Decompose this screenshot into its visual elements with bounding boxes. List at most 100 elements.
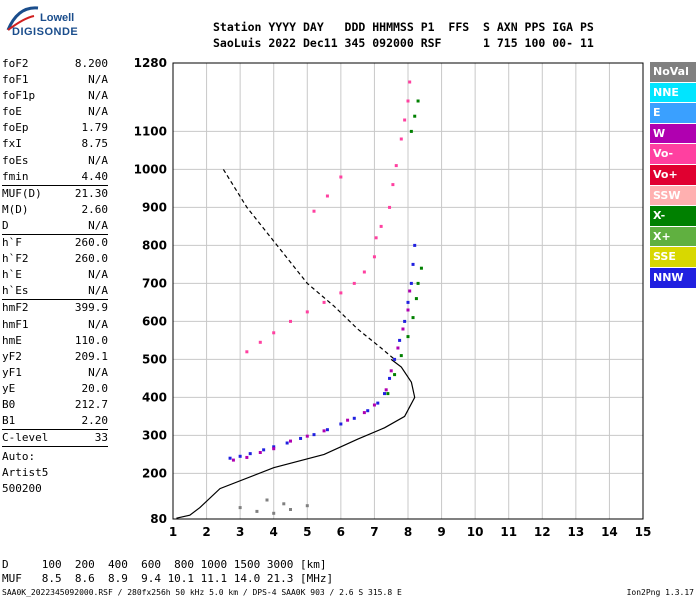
echo-point [231,458,235,462]
param-label: fxI [2,137,22,151]
polarization-legend: NoVal NNE E W Vo- Vo+ SSW X- X+ SSE NNW [650,62,696,289]
param-value: N/A [88,89,108,103]
echo-point [238,454,242,458]
echo-point [399,137,403,141]
echo-point [339,291,343,295]
echo-point [398,338,402,342]
param-row: foEs N/A [2,153,108,169]
echo-point [406,308,410,312]
echo-point [362,270,366,274]
echo-point [386,392,390,396]
header-line1: Station YYYY DAY DDD HHMMSS P1 FFS S AXN… [213,20,594,34]
echo-point [366,409,370,413]
param-row: hmF1 N/A [2,317,108,333]
echo-point [394,164,398,168]
echo-point [272,511,276,515]
param-value: N/A [88,284,108,298]
param-value: 260.0 [74,236,108,250]
legend-entry: NNW [650,267,696,288]
auto-note: Auto: [2,446,108,465]
param-label: h`F2 [2,252,29,266]
x-tick-label: 3 [236,525,244,539]
auto-note: Artist5 [2,466,49,480]
x-tick-label: 6 [337,525,345,539]
echo-point [416,99,420,103]
param-value: 209.1 [74,349,108,363]
echo-point [372,403,376,407]
echo-point [409,129,413,133]
param-label: h`Es [2,284,29,298]
param-row: D N/A [2,218,108,234]
y-tick-label: 500 [142,352,167,366]
echo-point [388,205,392,209]
param-label: h`E [2,268,22,282]
x-tick-label: 2 [202,525,210,539]
echo-point [272,331,276,335]
param-value: 2.20 [81,414,109,428]
echo-point [305,504,309,508]
echo-point [411,262,415,266]
digisonde-globe-icon [6,6,39,31]
echo-point [346,418,350,422]
param-label: h`F [2,236,22,250]
param-row: fxI 8.75 [2,136,108,152]
echo-point [245,350,249,354]
param-value: 1.79 [81,121,109,135]
echo-point [389,369,393,373]
echo-point [245,455,249,459]
param-value: N/A [88,153,108,167]
echo-point [305,434,309,438]
y-tick-label: 200 [142,466,167,480]
echo-point [379,224,383,228]
echo-point [285,441,289,445]
echo-point [258,340,262,344]
legend-entry: SSE [650,247,696,267]
x-tick-label: 11 [500,525,517,539]
param-label: yF1 [2,365,22,379]
echo-point [401,327,405,331]
echo-point [372,255,376,259]
param-label: B0 [2,397,16,411]
echo-point [322,429,326,433]
echo-point [411,316,415,320]
y-tick-label: 400 [142,390,167,404]
logo-line1: Lowell [40,12,75,24]
echo-point [413,114,417,118]
echo-point [282,502,286,506]
param-row: yF1 N/A [2,365,108,381]
x-tick-label: 1 [169,525,177,539]
echo-point [408,289,412,293]
echo-point [396,346,400,350]
echo-point [322,300,326,304]
footer-info: SAA0K_2022345092000.RSF / 280fx256h 50 k… [2,588,402,597]
param-label: fmin [2,169,29,183]
plot-frame [172,62,644,520]
echo-point [339,422,343,426]
echo-point [325,428,329,432]
param-label: B1 [2,414,16,428]
echo-point [272,447,276,451]
param-row: h`Es N/A [2,283,108,299]
echo-point [403,118,407,122]
echo-point [383,392,386,396]
echo-point [388,376,392,380]
y-tick-label: 900 [142,200,167,214]
x-tick-label: 12 [534,525,551,539]
param-row: yE 20.0 [2,381,108,397]
param-row: foF2 8.200 [2,56,108,72]
echo-point [391,183,395,187]
header-line2: SaoLuis 2022 Dec11 345 092000 RSF 1 715 … [213,36,594,50]
echo-point [289,508,292,511]
param-label: hmF1 [2,317,29,331]
echo-point [384,388,388,392]
echo-point [339,175,343,179]
legend-entry: W [650,123,696,144]
param-row: foEp 1.79 [2,120,108,136]
param-label: foEp [2,121,29,135]
legend-entry: E [650,103,696,123]
param-label: MUF(D) [2,186,42,200]
y-tick-label: 800 [142,238,167,252]
y-tick-label: 1100 [134,124,167,138]
y-tick-label: 300 [142,428,167,442]
echo-point [393,373,397,377]
